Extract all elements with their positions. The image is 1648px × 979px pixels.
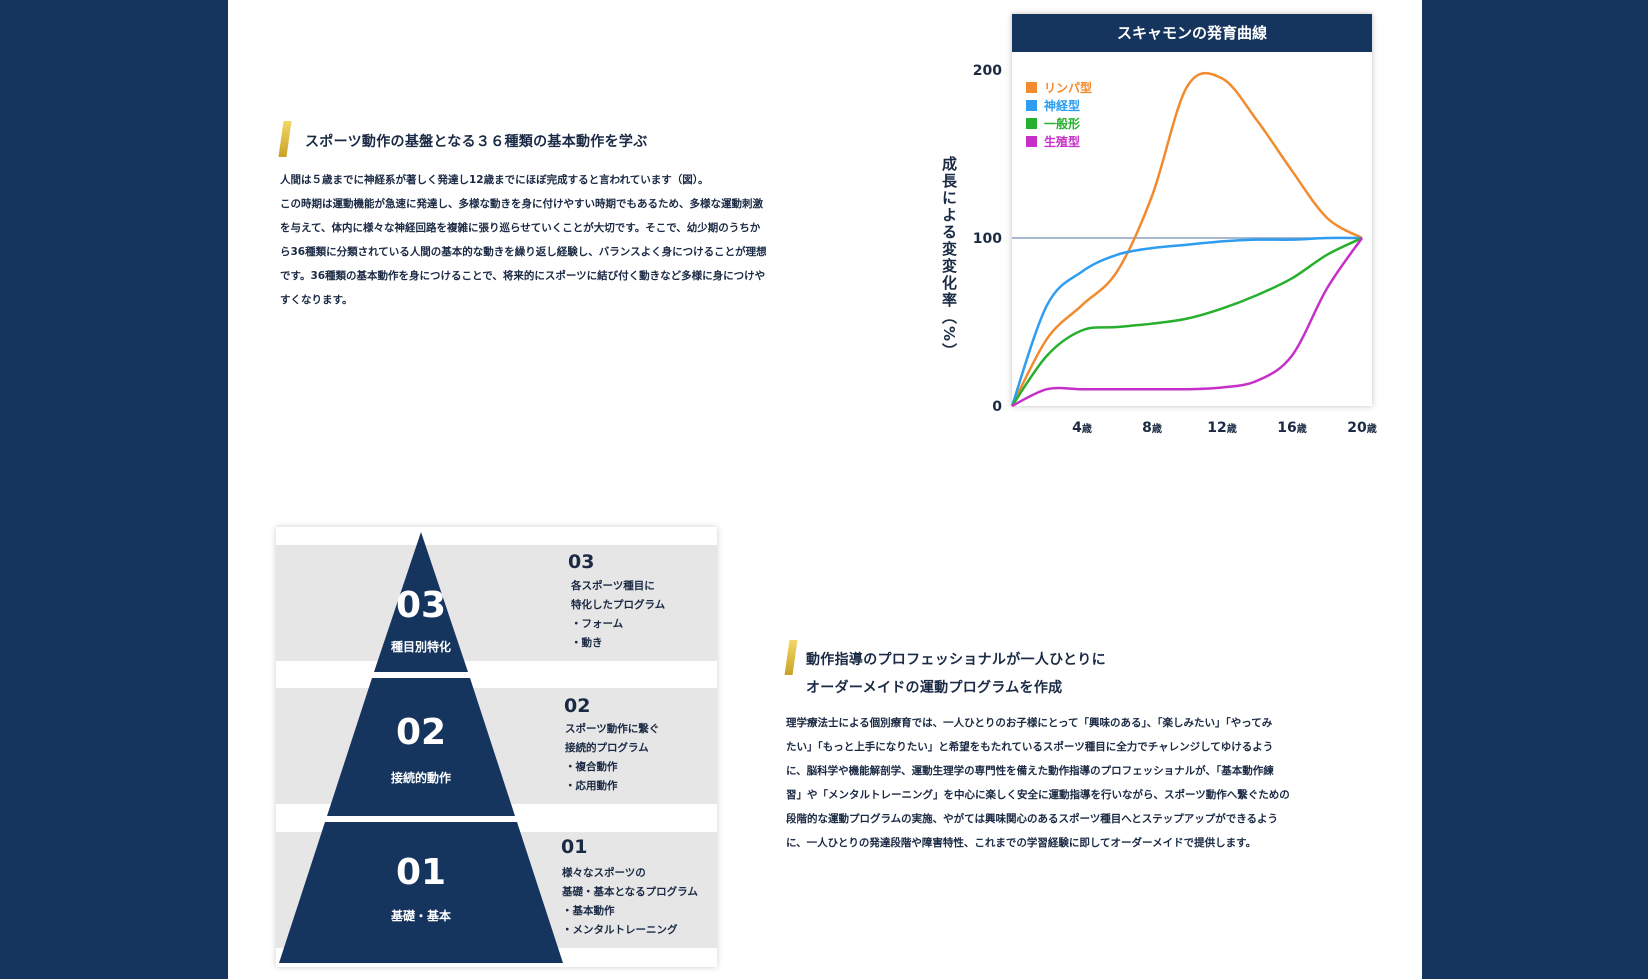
section1-paragraph: 人間は５歳までに神経系が著しく発達し12歳までにほぼ完成すると言われています（図… [280,168,870,312]
tier-description: スポーツ動作に繋ぐ 接続的プログラム ・複合動作 ・応用動作 [565,720,659,796]
legend-label: 生殖型 [1044,134,1080,149]
x-tick-unit: 歳 [1227,422,1237,435]
tier-shape-02 [327,678,515,816]
tier-shape-01 [279,822,563,963]
legend-swatch [1026,136,1037,147]
paragraph-line: 習」や「メンタルトレーニング」を中心に楽しく安全に運動指導を行いながら、スポーツ… [786,789,1290,801]
tier-number: 01 [395,852,447,893]
heading-line: 動作指導のプロフェッショナルが一人ひとりに [806,652,1106,668]
paragraph-line: たい」「もっと上手になりたい」と希望をもたれているスポーツ種目に全力でチャレンジ… [786,741,1274,753]
legend-swatch [1026,118,1037,129]
paragraph-line: この時期は運動機能が急速に発達し、多様な動きを身に付けやすい時期でもあるため、多… [280,198,763,210]
legend-swatch [1026,82,1037,93]
tier-label: 種目別特化 [390,640,451,654]
paragraph-line: に、脳科学や機能解剖学、運動生理学の専門性を備えた動作指導のプロフェッショナルが… [786,765,1274,777]
legend-label: 神経型 [1044,98,1080,113]
series-line [1010,236,1363,407]
paragraph-line: を与えて、体内に様々な神経回路を複雑に張り巡らせていくことが大切です。そこで、幼… [280,222,761,234]
tier-desc-number: 03 [568,551,595,573]
tier-desc-number: 02 [564,695,591,717]
tier-number: 02 [395,712,447,753]
tier-desc-line: 接続的プログラム [565,742,649,754]
x-tick-label: 4歳 [1072,420,1092,436]
y-tick-label: 200 [973,63,1002,79]
paragraph-line: 人間は５歳までに神経系が著しく発達し12歳までにほぼ完成すると言われています（図… [280,174,709,186]
legend-swatch [1026,100,1037,111]
chart-title: スキャモンの発育曲線 [1012,14,1372,52]
paragraph-line: 理学療法士による個別療育では、一人ひとりのお子様にとって「興味のある」、「楽しみ… [786,717,1273,729]
paragraph-line: すくなります。 [280,294,353,306]
x-tick-unit: 歳 [1367,422,1377,435]
section2-paragraph: 理学療法士による個別療育では、一人ひとりのお子様にとって「興味のある」、「楽しみ… [786,711,1386,855]
y-tick-label: 100 [973,231,1002,247]
series-line [1010,236,1363,407]
heading-line: オーダーメイドの運動プログラムを作成 [806,680,1063,696]
series-line [1011,237,1364,408]
tier-description: 様々なスポーツの 基礎・基本となるプログラム ・基本動作 ・メンタルトレーニング [562,864,698,940]
tier-label: 接続的動作 [390,771,451,785]
tier-desc-line: ・基本動作 [562,905,615,917]
tier-desc-number: 01 [561,836,588,858]
paragraph-line: 段階的な運動プログラムの実施、やがては興味関心のあるスポーツ種目へとステップアッ… [786,813,1279,825]
section2-heading: 動作指導のプロフェッショナルが一人ひとりに オーダーメイドの運動プログラムを作成 [806,646,1106,702]
series-line [1010,71,1363,407]
tier-desc-line: 基礎・基本となるプログラム [562,886,698,898]
tier-number: 03 [395,585,447,626]
tier-label: 基礎・基本 [390,909,451,923]
paragraph-line: に、一人ひとりの発達段階や障害特性、これまでの学習経験に即してオーダーメイドで提… [786,837,1257,849]
tier-shape-03 [374,532,468,672]
x-tick-unit: 歳 [1152,422,1162,435]
x-tick-unit: 歳 [1297,422,1307,435]
legend-label: 一般形 [1044,116,1080,131]
x-tick-label: 16歳 [1277,420,1306,436]
x-tick-label: 8歳 [1142,420,1162,436]
paragraph-line: ら36種類に分類されている人間の基本的な動きを繰り返し経験し、バランスよく身につ… [280,246,767,258]
tier-desc-line: ・動き [571,637,603,649]
tier-desc-line: ・メンタルトレーニング [562,924,678,936]
y-tick-label: 0 [992,399,1002,415]
tier-desc-line: スポーツ動作に繋ぐ [565,723,660,735]
tier-description: 各スポーツ種目に 特化したプログラム ・フォーム ・動き [571,577,665,653]
section1-heading: スポーツ動作の基盤となる３６種類の基本動作を学ぶ [305,134,648,150]
tier-desc-line: 様々なスポーツの [562,867,646,879]
legend-label: リンパ型 [1044,80,1092,95]
tier-desc-line: 各スポーツ種目に [571,580,655,592]
paragraph-line: です。36種類の基本動作を身につけることで、将来的にスポーツに結び付く動きなど多… [280,270,766,282]
tier-desc-line: ・複合動作 [565,761,618,773]
x-tick-label: 12歳 [1207,420,1236,436]
tier-desc-line: ・フォーム [571,618,624,630]
x-tick-unit: 歳 [1082,422,1092,435]
tier-desc-line: 特化したプログラム [571,599,666,611]
tier-desc-line: ・応用動作 [565,780,618,792]
x-tick-label: 20歳 [1347,420,1376,436]
chart-ylabel: 成長による変変化率（%） [940,156,958,361]
tier-band [276,545,717,661]
